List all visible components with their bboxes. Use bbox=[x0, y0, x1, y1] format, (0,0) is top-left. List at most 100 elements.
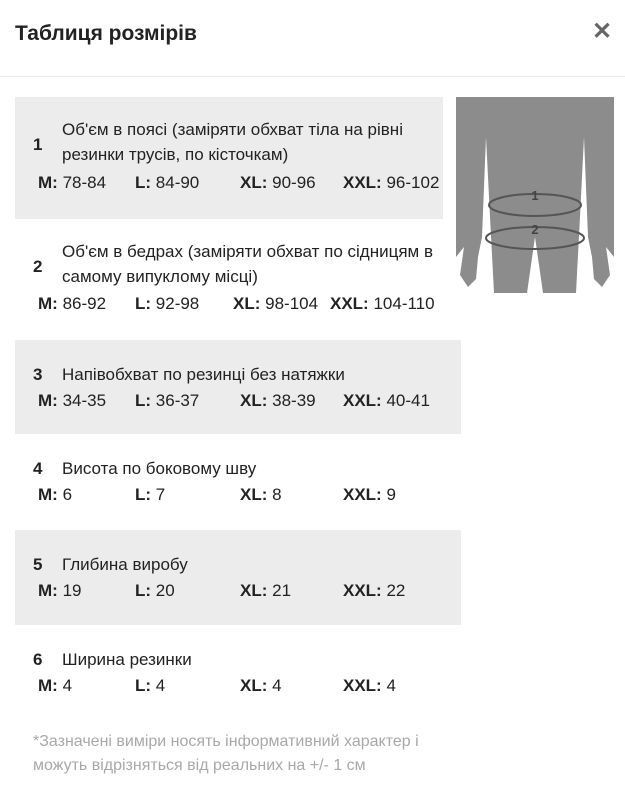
size-value: XL: 90-96 bbox=[240, 173, 316, 193]
row-number: 1 bbox=[33, 135, 43, 154]
body-measurement-figure: 1 2 bbox=[456, 97, 614, 293]
row-description: Об'єм в бедрах (заміряти обхват по сідни… bbox=[62, 242, 433, 286]
size-label: XXL: bbox=[343, 676, 382, 695]
size-values: M: 19 L: 20 XL: 21 XXL: 22 bbox=[15, 581, 455, 603]
size-value: M: 34-35 bbox=[38, 391, 106, 411]
row-description: Глибина виробу bbox=[62, 555, 188, 574]
size-value: XL: 4 bbox=[240, 676, 282, 696]
size-row-6: 6 Ширина резинки M: 4 L: 4 XL: 4 XXL: 4 bbox=[15, 625, 461, 720]
size-range: 92-98 bbox=[155, 294, 200, 313]
size-label: M: bbox=[38, 391, 58, 410]
size-value: L: 36-37 bbox=[135, 391, 199, 411]
size-range: 78-84 bbox=[62, 173, 107, 192]
size-value: XXL: 4 bbox=[343, 676, 396, 696]
size-range: 38-39 bbox=[272, 391, 316, 410]
size-range: 104-110 bbox=[373, 294, 435, 313]
size-value: L: 7 bbox=[135, 485, 165, 505]
size-values: M: 34-35 L: 36-37 XL: 38-39 XXL: 40-41 bbox=[15, 391, 455, 413]
size-value: L: 20 bbox=[135, 581, 175, 601]
disclaimer-note: *Зазначені виміри носять інформативний х… bbox=[33, 733, 419, 774]
size-range: 86-92 bbox=[62, 294, 107, 313]
size-value: XL: 21 bbox=[240, 581, 291, 601]
size-label: L: bbox=[135, 391, 152, 410]
size-value: XXL: 22 bbox=[343, 581, 405, 601]
size-range: 4 bbox=[272, 676, 282, 695]
size-label: M: bbox=[38, 294, 58, 313]
size-label: L: bbox=[135, 294, 152, 313]
size-value: M: 78-84 bbox=[38, 173, 106, 193]
size-value: L: 84-90 bbox=[135, 173, 199, 193]
size-label: XL: bbox=[233, 294, 261, 313]
row-number: 2 bbox=[33, 257, 43, 276]
size-value: M: 4 bbox=[38, 676, 72, 696]
size-value: M: 19 bbox=[38, 581, 81, 601]
row-description: Об'єм в поясі (заміряти обхват тіла на р… bbox=[62, 120, 403, 164]
size-label: M: bbox=[38, 485, 58, 504]
size-range: 6 bbox=[62, 485, 73, 504]
size-range: 34-35 bbox=[62, 391, 107, 410]
row-description: Висота по боковому шву bbox=[62, 459, 257, 478]
size-values: M: 86-92 L: 92-98 XL: 98-104 XXL: 104-110 bbox=[15, 294, 455, 316]
size-range: 4 bbox=[62, 676, 73, 695]
size-range: 4 bbox=[386, 676, 396, 695]
size-row-1: 1 Об'єм в поясі (заміряти обхват тіла на … bbox=[15, 97, 443, 219]
close-icon[interactable]: ✕ bbox=[592, 18, 613, 45]
size-range: 8 bbox=[272, 485, 282, 504]
size-label: XXL: bbox=[343, 485, 382, 504]
size-range: 96-102 bbox=[386, 173, 440, 192]
row-number: 5 bbox=[33, 555, 43, 574]
row-number: 4 bbox=[33, 459, 43, 478]
size-label: XL: bbox=[240, 391, 268, 410]
size-label: L: bbox=[135, 485, 152, 504]
size-value: XL: 98-104 bbox=[233, 294, 318, 314]
size-label: M: bbox=[38, 581, 58, 600]
size-value: XXL: 104-110 bbox=[330, 294, 435, 314]
size-value: M: 86-92 bbox=[38, 294, 106, 314]
size-row-3: 3 Напівобхват по резинці без натяжки M: 34… bbox=[15, 340, 461, 434]
size-value: XL: 8 bbox=[240, 485, 282, 505]
size-label: XL: bbox=[240, 485, 268, 504]
size-value: XXL: 9 bbox=[343, 485, 396, 505]
size-range: 9 bbox=[386, 485, 396, 504]
size-row-4: 4 Висота по боковому шву M: 6 L: 7 XL: 8 XXL:… bbox=[15, 434, 461, 530]
size-values: M: 78-84 L: 84-90 XL: 90-96 XXL: 96-102 bbox=[15, 173, 455, 195]
size-range: 4 bbox=[155, 676, 166, 695]
size-value: XXL: 40-41 bbox=[343, 391, 430, 411]
size-label: XXL: bbox=[343, 173, 382, 192]
size-label: L: bbox=[135, 676, 152, 695]
size-label: XXL: bbox=[343, 581, 382, 600]
size-values: M: 6 L: 7 XL: 8 XXL: 9 bbox=[15, 485, 455, 507]
size-label: XL: bbox=[240, 676, 268, 695]
size-value: L: 4 bbox=[135, 676, 165, 696]
size-label: XXL: bbox=[330, 294, 369, 313]
figure-label-2: 2 bbox=[531, 222, 538, 237]
row-number: 6 bbox=[33, 650, 43, 669]
size-value: L: 92-98 bbox=[135, 294, 199, 314]
size-value: XXL: 96-102 bbox=[343, 173, 439, 193]
divider bbox=[0, 76, 625, 77]
row-number: 3 bbox=[33, 365, 43, 384]
figure-label-1: 1 bbox=[531, 188, 538, 203]
size-values: M: 4 L: 4 XL: 4 XXL: 4 bbox=[15, 676, 455, 698]
size-label: XL: bbox=[240, 173, 268, 192]
size-row-2: 2 Об'єм в бедрах (заміряти обхват по сідн… bbox=[15, 219, 443, 340]
size-range: 90-96 bbox=[272, 173, 316, 192]
size-range: 7 bbox=[155, 485, 166, 504]
size-label: M: bbox=[38, 173, 58, 192]
size-value: XL: 38-39 bbox=[240, 391, 316, 411]
size-label: XL: bbox=[240, 581, 268, 600]
size-label: L: bbox=[135, 173, 152, 192]
size-range: 21 bbox=[272, 581, 292, 600]
size-range: 84-90 bbox=[155, 173, 200, 192]
size-label: L: bbox=[135, 581, 152, 600]
size-label: M: bbox=[38, 676, 58, 695]
page-title: Таблиця розмірів bbox=[15, 22, 197, 45]
size-range: 36-37 bbox=[155, 391, 200, 410]
size-range: 98-104 bbox=[265, 294, 319, 313]
size-value: M: 6 bbox=[38, 485, 72, 505]
row-description: Ширина резинки bbox=[62, 650, 192, 669]
size-range: 20 bbox=[155, 581, 175, 600]
row-description: Напівобхват по резинці без натяжки bbox=[62, 365, 345, 384]
size-label: XXL: bbox=[343, 391, 382, 410]
size-range: 19 bbox=[62, 581, 82, 600]
